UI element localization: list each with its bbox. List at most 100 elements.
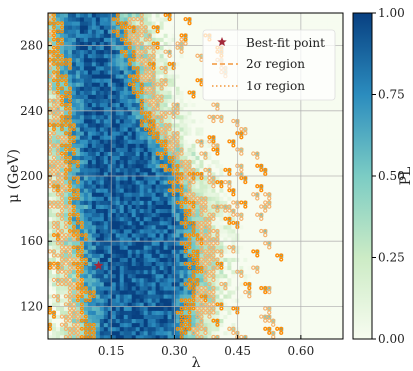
heatmap-cell <box>287 118 292 124</box>
heatmap-cell <box>83 233 89 238</box>
heatmap-cell <box>211 269 216 275</box>
heatmap-cell <box>335 310 340 315</box>
heatmap-cell <box>143 294 149 299</box>
heatmap-cell <box>255 176 260 181</box>
heatmap-cell <box>95 135 101 140</box>
heatmap-cell <box>99 143 105 148</box>
heatmap-cell <box>255 127 260 132</box>
heatmap-cell <box>195 237 200 242</box>
heatmap-cell <box>127 224 133 230</box>
heatmap-cell <box>91 106 97 112</box>
heatmap-cell <box>199 143 204 148</box>
heatmap-cell <box>251 188 256 193</box>
heatmap-cell <box>167 310 172 315</box>
heatmap-cell <box>159 249 165 254</box>
heatmap-cell <box>155 74 161 79</box>
heatmap-cell <box>55 212 61 218</box>
heatmap-cell <box>199 281 204 287</box>
heatmap-cell <box>339 241 343 246</box>
heatmap-cell <box>107 253 113 258</box>
heatmap-cell <box>227 310 232 315</box>
heatmap-cell <box>251 330 256 336</box>
heatmap-cell <box>111 208 117 214</box>
heatmap-cell <box>271 294 276 299</box>
heatmap-cell <box>95 151 101 157</box>
heatmap-cell <box>71 110 77 116</box>
heatmap-cell <box>48 330 53 336</box>
heatmap-cell <box>151 220 157 226</box>
heatmap-cell <box>219 151 224 157</box>
heatmap-cell <box>251 241 256 246</box>
heatmap-cell <box>295 208 300 214</box>
heatmap-cell <box>195 167 200 173</box>
heatmap-cell <box>271 245 276 250</box>
heatmap-cell <box>275 135 280 140</box>
heatmap-cell <box>51 102 57 108</box>
heatmap-cell <box>187 110 192 116</box>
heatmap-cell <box>107 61 113 67</box>
heatmap-cell <box>79 110 85 116</box>
heatmap-cell <box>279 273 284 279</box>
heatmap-cell <box>243 306 248 311</box>
heatmap-cell <box>91 281 97 287</box>
heatmap-cell <box>231 131 236 136</box>
heatmap-cell <box>123 237 129 242</box>
heatmap-cell <box>255 171 260 177</box>
heatmap-cell <box>299 163 304 169</box>
heatmap-cell <box>307 224 312 230</box>
heatmap-cell <box>179 110 184 116</box>
heatmap-cell <box>167 106 172 112</box>
heatmap-cell <box>143 135 149 140</box>
heatmap-cell <box>291 98 296 104</box>
heatmap-cell <box>335 224 340 230</box>
heatmap-cell <box>147 273 153 279</box>
heatmap-cell <box>155 237 161 242</box>
heatmap-cell <box>331 334 336 339</box>
heatmap-cell <box>311 245 316 250</box>
heatmap-cell <box>151 233 157 238</box>
heatmap-cell <box>327 180 332 185</box>
heatmap-cell <box>147 249 153 254</box>
heatmap-cell <box>59 61 65 67</box>
heatmap-cell <box>167 102 172 108</box>
heatmap-cell <box>171 192 176 197</box>
heatmap-cell <box>291 334 296 339</box>
heatmap-cell <box>103 90 109 95</box>
heatmap-cell <box>111 322 117 328</box>
heatmap-cell <box>303 224 308 230</box>
heatmap-cell <box>207 224 212 230</box>
heatmap-cell <box>175 65 180 71</box>
heatmap-cell <box>123 220 129 226</box>
heatmap-cell <box>187 184 192 189</box>
heatmap-cell <box>151 147 157 152</box>
heatmap-cell <box>335 171 340 177</box>
heatmap-cell <box>219 184 224 189</box>
heatmap-cell <box>139 306 145 311</box>
heatmap-cell <box>59 159 65 165</box>
heatmap-cell <box>87 147 93 152</box>
heatmap-cell <box>323 265 328 271</box>
heatmap-cell <box>91 298 97 303</box>
heatmap-cell <box>115 314 121 320</box>
heatmap-cell <box>119 155 125 161</box>
heatmap-cell <box>179 118 184 124</box>
heatmap-cell <box>191 334 196 339</box>
heatmap-cell <box>59 180 65 185</box>
heatmap-cell <box>267 118 272 124</box>
heatmap-cell <box>163 98 168 104</box>
heatmap-cell <box>159 200 165 205</box>
heatmap-cell <box>123 208 129 214</box>
heatmap-cell <box>195 192 200 197</box>
heatmap-cell <box>191 269 196 275</box>
heatmap-cell <box>51 281 57 287</box>
heatmap-cell <box>291 273 296 279</box>
heatmap-cell <box>119 86 125 91</box>
heatmap-cell <box>207 184 212 189</box>
heatmap-cell <box>51 114 57 120</box>
heatmap-cell <box>95 90 101 95</box>
heatmap-cell <box>87 82 93 87</box>
heatmap-cell <box>71 334 77 339</box>
heatmap-cell <box>95 269 101 275</box>
heatmap-cell <box>79 237 85 242</box>
heatmap-cell <box>95 310 101 315</box>
